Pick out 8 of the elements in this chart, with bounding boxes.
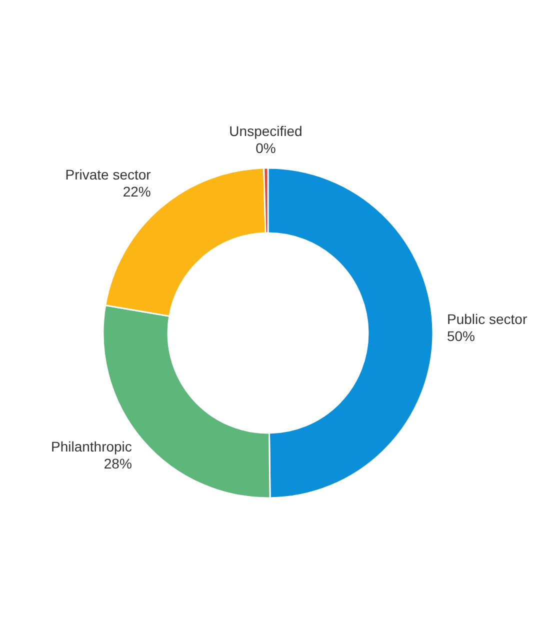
slice-label: Philanthropic xyxy=(50,438,132,454)
slice-label: Unspecified xyxy=(229,123,302,140)
data-label: 28% xyxy=(104,455,132,472)
slice-label: Private sector xyxy=(65,166,152,183)
data-label: 22% xyxy=(122,184,151,200)
data-label: 50% xyxy=(446,328,476,344)
data-label: 0% xyxy=(256,140,276,156)
slice-label: Public sector xyxy=(446,310,528,327)
